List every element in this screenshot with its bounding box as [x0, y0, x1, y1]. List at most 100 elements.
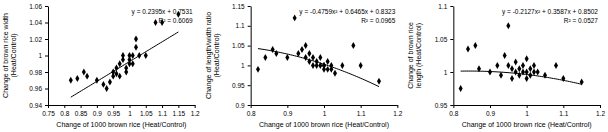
point — [554, 62, 558, 69]
tick: 0.96 — [29, 85, 48, 92]
tick: 1.1 — [158, 105, 167, 117]
point — [293, 14, 297, 21]
point — [322, 62, 326, 69]
point — [506, 62, 510, 69]
tick-label: 1.04 — [29, 19, 42, 26]
tick-mark — [97, 105, 98, 108]
tick-label: 1 — [525, 110, 529, 117]
point — [318, 62, 322, 69]
tick-label: 1.1 — [559, 110, 568, 117]
tick-label: 1.15 — [232, 3, 245, 10]
point — [495, 62, 499, 69]
point — [506, 22, 510, 29]
tick-mark — [113, 105, 114, 108]
point — [137, 52, 141, 59]
tick: 1.1 — [559, 105, 568, 117]
tick-label: 1 — [241, 62, 245, 69]
tick: 0.75 — [42, 105, 55, 117]
tick-mark — [248, 46, 251, 47]
annotation: y = 0.2395x + 0.7531 — [132, 8, 193, 16]
point — [134, 36, 138, 43]
tick-mark — [450, 6, 453, 7]
tick-label: 1.05 — [435, 36, 448, 43]
tick: 1.05 — [232, 42, 251, 49]
annotation: y = -0.4759x² + 0.6465x + 0.8323 — [299, 8, 395, 16]
tick: 1 — [241, 62, 251, 69]
y-axis-label: Change of brown rice — [407, 22, 415, 89]
tick: 0.94 — [29, 102, 48, 109]
tick-label: 0.8 — [449, 110, 458, 117]
annotation: R² = 0.6069 — [159, 17, 194, 24]
tick-mark — [600, 105, 601, 108]
tick-mark — [45, 105, 48, 106]
point — [144, 52, 148, 59]
x-axis-label: Change of 1000 brown rice (Heat/Control) — [462, 121, 592, 129]
tick: 0.98 — [29, 69, 48, 76]
point — [105, 85, 109, 92]
x-axis-label: Change of 1000 brown rice (Heat/Control) — [259, 121, 389, 129]
point — [561, 75, 565, 82]
y-axis: 0.940.960.9811.021.041.06 — [29, 3, 48, 109]
tick-mark — [527, 105, 528, 108]
tick: 1 — [128, 105, 132, 117]
trendline — [461, 71, 582, 84]
annotation: R² = 0.0527 — [564, 17, 599, 24]
tick-mark — [248, 26, 251, 27]
tick: 1 — [444, 69, 454, 76]
point — [333, 70, 337, 77]
point — [131, 52, 135, 59]
point — [525, 75, 529, 82]
tick: 1.15 — [232, 3, 251, 10]
point — [322, 62, 326, 69]
point — [521, 69, 525, 76]
tick-label: 0.95 — [107, 110, 120, 117]
tick: 1.05 — [435, 36, 454, 43]
point — [111, 69, 115, 76]
point — [351, 42, 355, 49]
point — [525, 69, 529, 76]
tick-label: 1 — [323, 110, 327, 117]
tick-mark — [178, 105, 179, 108]
tick-mark — [397, 105, 398, 108]
point — [510, 75, 514, 82]
point — [127, 56, 131, 63]
tick: 1.1 — [438, 3, 453, 10]
tick-mark — [248, 6, 251, 7]
panel: 0.80.911.11.20.90.9511.051.11.15Change o… — [205, 3, 403, 129]
tick-mark — [45, 6, 48, 7]
tick-mark — [287, 105, 288, 108]
tick-label: 0.8 — [247, 110, 256, 117]
tick-mark — [45, 72, 48, 73]
point — [101, 81, 105, 88]
tick: 0.9 — [236, 102, 251, 109]
tick-mark — [450, 72, 453, 73]
point — [315, 62, 319, 69]
point — [95, 77, 99, 84]
point — [580, 78, 584, 85]
point — [75, 75, 79, 82]
annotation: R² = 0.0965 — [361, 17, 396, 24]
axis-line — [49, 105, 196, 106]
tick-label: 0.94 — [29, 102, 42, 109]
tick-label: 0.95 — [232, 82, 245, 89]
point — [359, 62, 363, 69]
point — [326, 66, 330, 73]
point — [473, 42, 477, 49]
annotation: y = -0.2127x² + 0.3587x + 0.8502 — [502, 8, 598, 16]
tick: 1.2 — [191, 105, 200, 117]
point — [477, 65, 481, 72]
point — [304, 42, 308, 49]
tick-label: 1 — [444, 69, 448, 76]
plot-area — [459, 22, 584, 92]
tick: 0.95 — [107, 105, 120, 117]
x-axis: 0.750.80.850.90.9511.051.11.151.2 — [42, 105, 200, 117]
tick-label: 0.98 — [29, 69, 42, 76]
tick-label: 0.9 — [93, 110, 102, 117]
figure: 0.750.80.850.90.9511.051.11.151.20.940.9… — [0, 0, 608, 132]
y-axis-label: (Heat/Control) — [10, 34, 18, 78]
tick-label: 0.9 — [236, 102, 245, 109]
tick-mark — [129, 105, 130, 108]
tick-label: 1.1 — [236, 22, 245, 29]
tick: 0.9 — [283, 105, 292, 117]
tick: 1.1 — [357, 105, 366, 117]
